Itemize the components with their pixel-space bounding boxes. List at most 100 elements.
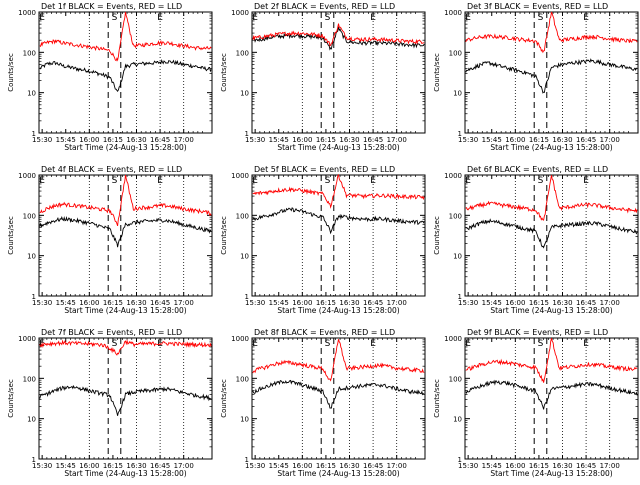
marker-e-right: E (370, 13, 376, 23)
plot-frame (38, 11, 213, 134)
marker-e-right: E (157, 13, 163, 23)
x-tick-label: 16:30 (126, 299, 146, 307)
plot-frame (464, 174, 639, 297)
x-tick-label: 16:45 (363, 299, 383, 307)
marker-e-left: E (252, 339, 258, 349)
x-tick-label: 16:30 (552, 462, 572, 470)
y-tick-label: 1 (32, 130, 36, 138)
x-axis-label: Start Time (24-Aug-13 15:28:00) (490, 143, 612, 152)
y-tick-label: 100 (236, 212, 249, 220)
x-tick-label: 16:30 (339, 299, 359, 307)
y-tick-label: 10 (240, 416, 249, 424)
x-tick-label: 16:00 (79, 462, 99, 470)
detector-panel-5: Det 5f BLACK = Events, RED = LLD 1 10 100 10… (220, 165, 426, 315)
marker-s: S (538, 13, 544, 23)
x-tick-label: 17:00 (174, 299, 194, 307)
series-line-events (465, 218, 638, 249)
x-tick-label: 15:30 (458, 136, 478, 144)
plot-frame (251, 337, 426, 460)
y-tick-label: 10 (453, 253, 462, 261)
detector-panel-1: Det 1f BLACK = Events, RED = LLD 1 10 100 10… (7, 2, 213, 152)
series-line-events (39, 384, 212, 416)
plot-frame (464, 337, 639, 460)
y-axis-label: Counts/sec (220, 216, 228, 255)
y-tick-label: 10 (240, 90, 249, 98)
series-line-events (465, 58, 638, 94)
y-axis-label: Counts/sec (7, 53, 15, 92)
x-tick-label: 15:30 (245, 299, 265, 307)
plot-frame (38, 174, 213, 297)
panel-title: Det 5f BLACK = Events, RED = LLD (254, 165, 395, 174)
y-tick-label: 1 (245, 456, 249, 464)
x-tick-label: 16:45 (363, 462, 383, 470)
x-tick-label: 15:30 (32, 136, 52, 144)
y-tick-label: 100 (449, 49, 462, 57)
x-tick-label: 15:45 (56, 136, 76, 144)
y-tick-label: 100 (23, 375, 36, 383)
x-tick-label: 17:00 (387, 136, 407, 144)
x-tick-label: 15:45 (482, 136, 502, 144)
x-tick-label: 16:15 (103, 299, 123, 307)
y-tick-label: 10 (27, 90, 36, 98)
x-axis-label: Start Time (24-Aug-13 15:28:00) (277, 469, 399, 478)
detector-panel-4: Det 4f BLACK = Events, RED = LLD 1 10 100 10… (7, 165, 213, 315)
x-tick-label: 17:00 (387, 299, 407, 307)
x-axis-label: Start Time (24-Aug-13 15:28:00) (277, 306, 399, 315)
x-tick-label: 16:00 (292, 136, 312, 144)
x-axis-label: Start Time (24-Aug-13 15:28:00) (490, 469, 612, 478)
panel-title: Det 7f BLACK = Events, RED = LLD (41, 328, 182, 337)
x-tick-label: 15:30 (32, 462, 52, 470)
x-tick-label: 15:45 (56, 462, 76, 470)
x-tick-label: 16:00 (292, 462, 312, 470)
x-tick-label: 15:45 (269, 136, 289, 144)
marker-e-right: E (157, 176, 163, 186)
series-line-events (252, 207, 425, 235)
marker-e-right: E (370, 339, 376, 349)
detector-panel-2: Det 2f BLACK = Events, RED = LLD 1 10 100 10… (220, 2, 426, 152)
x-tick-label: 16:15 (103, 136, 123, 144)
marker-s: S (325, 13, 331, 23)
x-tick-label: 16:45 (150, 299, 170, 307)
y-tick-label: 100 (449, 212, 462, 220)
marker-s: S (112, 176, 118, 186)
x-tick-label: 16:45 (363, 136, 383, 144)
series-line-lld (465, 338, 638, 383)
marker-s: S (112, 339, 118, 349)
x-tick-label: 16:15 (316, 299, 336, 307)
series-line-events (465, 379, 638, 410)
y-axis-label: Counts/sec (433, 379, 441, 418)
series-line-events (252, 379, 425, 409)
marker-s: S (112, 13, 118, 23)
series-line-lld (252, 173, 425, 209)
x-tick-label: 16:30 (339, 462, 359, 470)
x-tick-label: 16:45 (576, 299, 596, 307)
y-axis-label: Counts/sec (7, 379, 15, 418)
x-tick-label: 16:00 (505, 136, 525, 144)
x-axis-label: Start Time (24-Aug-13 15:28:00) (64, 469, 186, 478)
marker-e-right: E (370, 176, 376, 186)
y-tick-label: 10 (27, 416, 36, 424)
y-axis-label: Counts/sec (220, 379, 228, 418)
x-tick-label: 17:00 (174, 136, 194, 144)
marker-e-left: E (39, 13, 45, 23)
series-line-events (252, 26, 425, 51)
x-axis-label: Start Time (24-Aug-13 15:28:00) (490, 306, 612, 315)
x-tick-label: 16:30 (126, 462, 146, 470)
marker-e-left: E (39, 176, 45, 186)
x-tick-label: 15:45 (482, 299, 502, 307)
series-line-lld (465, 175, 638, 221)
marker-e-right: E (583, 339, 589, 349)
x-tick-label: 16:00 (79, 136, 99, 144)
x-tick-label: 16:00 (505, 462, 525, 470)
detector-panel-3: Det 3f BLACK = Events, RED = LLD 1 10 100 10… (433, 2, 639, 152)
marker-s: S (325, 339, 331, 349)
x-tick-label: 15:30 (458, 299, 478, 307)
y-tick-label: 1 (245, 130, 249, 138)
y-tick-label: 1000 (18, 9, 36, 17)
series-line-lld (39, 174, 212, 227)
x-tick-label: 17:00 (600, 299, 620, 307)
x-tick-label: 16:30 (552, 136, 572, 144)
y-axis-label: Counts/sec (220, 53, 228, 92)
x-tick-label: 16:45 (576, 462, 596, 470)
